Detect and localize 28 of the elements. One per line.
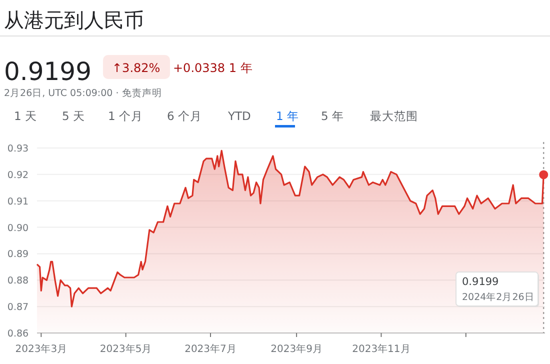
text: +0.0338 1 年 bbox=[173, 61, 252, 75]
y-tick-label: 0.89 bbox=[7, 249, 29, 260]
x-tick-label: 2023年9月 bbox=[270, 343, 322, 355]
y-tick-label: 0.87 bbox=[7, 302, 29, 314]
y-tick-label: 0.90 bbox=[7, 222, 29, 234]
text: 最大范围 bbox=[370, 109, 418, 123]
text: 2月26日, UTC 05:09:00 · 免责声明 bbox=[4, 87, 162, 99]
x-tick-label: 2023年7月 bbox=[184, 343, 236, 355]
y-tick-label: 0.88 bbox=[7, 276, 29, 287]
text: 1 天 bbox=[14, 109, 37, 123]
y-tick-label: 0.92 bbox=[7, 170, 29, 181]
annotation: 0.9199 bbox=[462, 276, 499, 288]
text: 1 个月 bbox=[108, 109, 143, 123]
text: 1 年 bbox=[276, 109, 299, 123]
x-tick-label: 2023年5月 bbox=[100, 343, 152, 355]
x-tick-label: 2023年11月 bbox=[352, 343, 410, 355]
text: ↑3.82% bbox=[112, 61, 160, 75]
text: 5 年 bbox=[321, 109, 344, 123]
text: 6 个月 bbox=[167, 109, 202, 123]
x-tick-label: 2023年3月 bbox=[15, 343, 68, 355]
annotation: 2024年2月26日 bbox=[462, 291, 534, 303]
y-tick-label: 0.86 bbox=[7, 328, 29, 340]
text: 0.9199 bbox=[4, 57, 92, 86]
text: YTD bbox=[227, 109, 252, 123]
chart-title: 从港元到人民币 bbox=[4, 8, 144, 32]
y-tick-label: 0.91 bbox=[7, 196, 29, 208]
y-tick-label: 0.93 bbox=[7, 144, 29, 154]
text: 5 天 bbox=[62, 109, 85, 123]
